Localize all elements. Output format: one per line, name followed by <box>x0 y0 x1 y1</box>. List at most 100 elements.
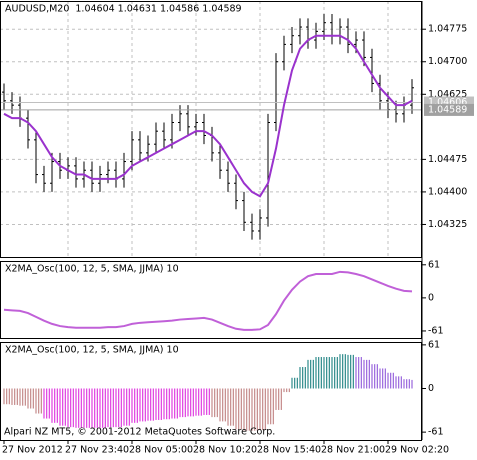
histogram-bar <box>150 388 152 421</box>
histogram-bar <box>123 388 125 426</box>
histogram-bar <box>139 388 141 422</box>
histogram-bar <box>294 377 296 389</box>
histogram-bar <box>398 376 400 389</box>
copyright: Alpari NZ MT5, © 2001-2012 MetaQuotes So… <box>4 427 275 438</box>
y-tick-label: 1.04400 <box>428 186 467 197</box>
histogram-bar <box>16 388 18 405</box>
histogram-bar <box>208 388 210 415</box>
histogram-bar <box>400 376 402 389</box>
histogram-bar <box>310 359 312 389</box>
indicator-title: X2MA_Osc(100, 12, 5, SMA, JJMA) 10 <box>5 345 179 356</box>
histogram-bar <box>115 388 117 428</box>
histogram-bar <box>246 388 248 431</box>
histogram-bar <box>342 354 344 389</box>
histogram-bar <box>350 354 352 389</box>
histogram-bar <box>174 388 176 419</box>
histogram-bar <box>78 388 80 428</box>
histogram-bar <box>395 376 397 389</box>
histogram-bar <box>94 388 96 428</box>
histogram-bar <box>80 388 82 428</box>
histogram-bar <box>160 388 162 420</box>
x-tick-label: 28 Nov 21:00 <box>321 445 385 456</box>
histogram-bar <box>262 388 264 430</box>
histogram-bar <box>390 372 392 389</box>
histogram-bar <box>158 388 160 420</box>
histogram-bar <box>406 379 408 389</box>
histogram-bar <box>264 388 266 430</box>
histogram-bar <box>344 354 346 389</box>
moving-average-line <box>3 34 413 198</box>
histogram-bar <box>155 388 157 420</box>
y-tick-label: 1.04775 <box>428 24 467 35</box>
histogram-bar <box>336 357 338 389</box>
histogram-bar <box>275 388 277 410</box>
price-tag-label: 1.04606 <box>428 97 467 108</box>
histogram-bar <box>134 388 136 423</box>
histogram-bar <box>8 388 10 405</box>
histogram-bar <box>70 388 72 428</box>
histogram-bar <box>14 388 16 405</box>
histogram-bar <box>144 388 146 422</box>
histogram-bar <box>40 388 42 414</box>
histogram-bar <box>384 368 386 389</box>
histogram-bar <box>214 388 216 418</box>
histogram-bar <box>360 357 362 389</box>
histogram-bar <box>72 388 74 428</box>
histogram-bar <box>339 354 341 389</box>
histogram-bar <box>270 388 272 425</box>
histogram-bar <box>387 372 389 389</box>
histogram-bar <box>163 388 165 420</box>
histogram-bar <box>96 388 98 428</box>
histogram-bar <box>147 388 149 421</box>
histogram-bar <box>331 357 333 389</box>
histogram-bar <box>3 388 5 405</box>
histogram-bar <box>190 388 192 417</box>
histogram-bar <box>118 388 120 428</box>
histogram-bar <box>328 357 330 389</box>
histogram-bar <box>312 359 314 389</box>
histogram-bar <box>56 388 58 423</box>
histogram-bar <box>307 359 309 389</box>
histogram-bar <box>302 367 304 389</box>
x-tick-label: 29 Nov 02:20 <box>385 445 449 456</box>
histogram-bar <box>326 357 328 389</box>
histogram-bar <box>352 354 354 389</box>
histogram-bar <box>283 388 285 393</box>
histogram-bar <box>128 388 130 426</box>
histogram-bar <box>43 388 45 419</box>
histogram-bar <box>318 357 320 389</box>
histogram-bar <box>54 388 56 423</box>
histogram-bar <box>152 388 154 421</box>
price-tag-label: 1.04589 <box>428 104 467 115</box>
histogram-bar <box>182 388 184 418</box>
histogram-bar <box>19 388 21 406</box>
histogram-bar <box>272 388 274 425</box>
histogram-bar <box>296 377 298 389</box>
histogram-bar <box>27 388 29 409</box>
symbol-title: AUDUSD,M20 <box>5 4 69 15</box>
histogram-bar <box>187 388 189 417</box>
histogram-bar <box>67 388 69 428</box>
y-tick-label: 61 <box>428 339 440 350</box>
histogram-bar <box>46 388 48 419</box>
histogram-bar <box>411 379 413 389</box>
histogram-bar <box>219 388 221 422</box>
price-tag <box>424 103 474 116</box>
histogram-bar <box>235 388 237 430</box>
histogram-bar <box>315 357 317 389</box>
histogram-bar <box>192 388 194 417</box>
histogram-bar <box>83 388 85 428</box>
histogram-bar <box>216 388 218 418</box>
histogram-bar <box>392 372 394 389</box>
histogram-bar <box>251 388 253 431</box>
histogram-bar <box>22 388 24 406</box>
histogram-bar <box>126 388 128 426</box>
histogram-bar <box>379 368 381 389</box>
histogram-bar <box>232 388 234 426</box>
histogram-bar <box>88 388 90 428</box>
histogram-bar <box>254 388 256 431</box>
histogram-bar <box>38 388 40 414</box>
histogram-bar <box>355 357 357 389</box>
histogram-bar <box>408 379 410 389</box>
histogram-bar <box>248 388 250 431</box>
